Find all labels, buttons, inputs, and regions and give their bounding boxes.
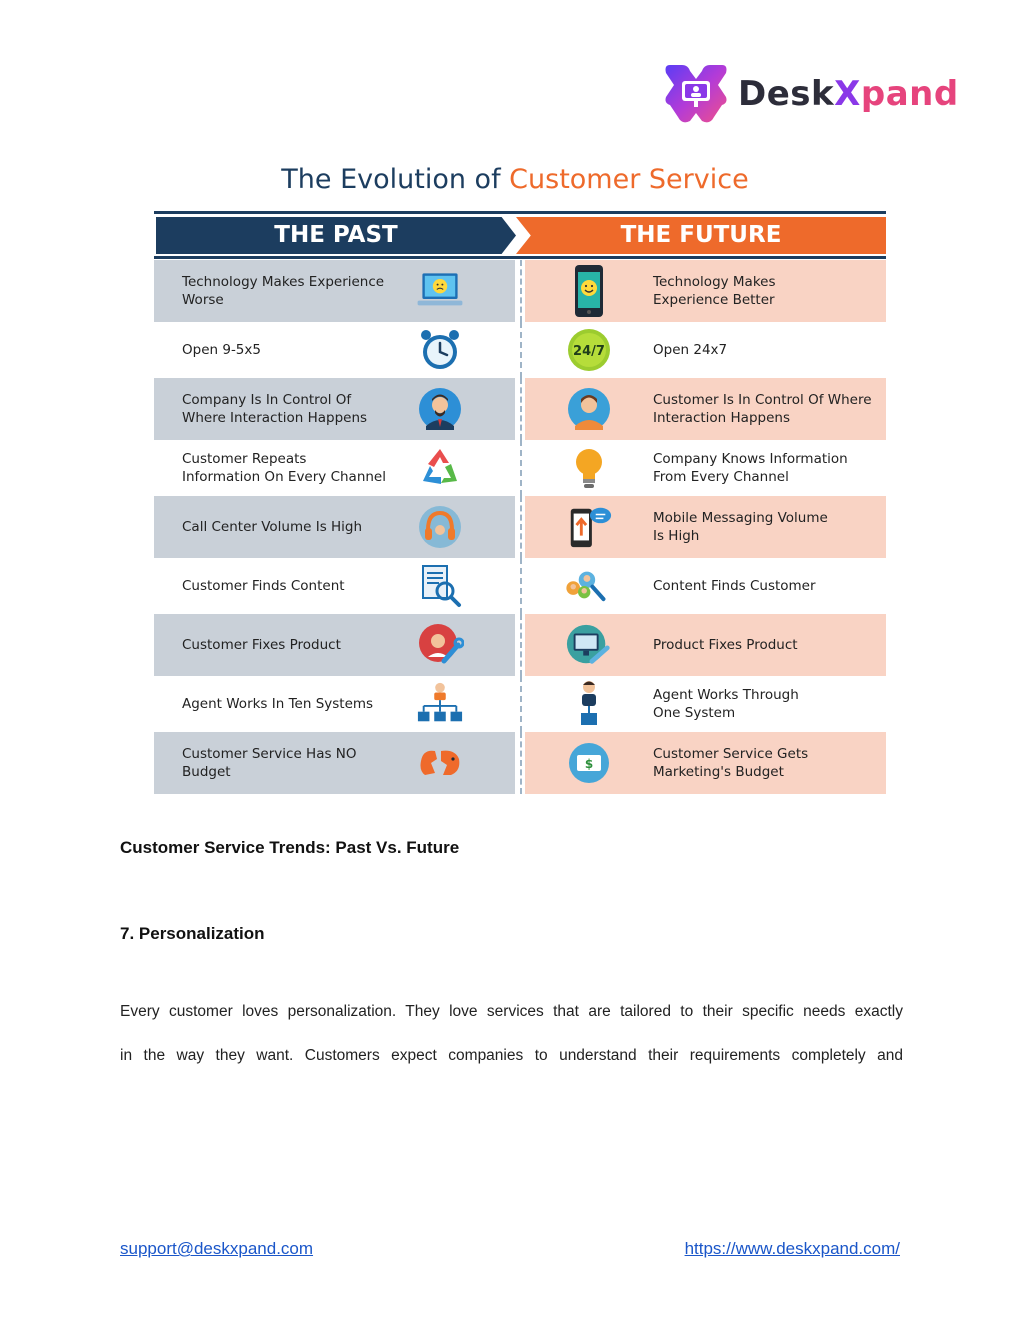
future-label: Technology Makes Experience Better	[653, 274, 776, 308]
comparison-row: Company Is In Control Of Where Interacti…	[154, 378, 886, 440]
document-search-icon	[416, 562, 464, 610]
comparison-row: Open 9-5x5 24/7 Open 24x7	[154, 322, 886, 378]
column-divider	[520, 558, 522, 614]
support-email-link[interactable]: support@deskxpand.com	[120, 1239, 314, 1258]
column-divider	[520, 322, 522, 378]
past-label: Agent Works In Ten Systems	[182, 696, 374, 712]
past-cell: Agent Works In Ten Systems	[154, 676, 515, 732]
future-cell: Product Fixes Product	[525, 614, 886, 676]
future-cell: $ Customer Service Gets Marketing's Budge…	[525, 732, 886, 794]
future-cell: Company Knows Information From Every Cha…	[525, 440, 886, 496]
past-header: THE PAST	[156, 217, 516, 254]
future-label: Content Finds Customer	[653, 578, 816, 594]
future-cell: Customer Is In Control Of Where Interact…	[525, 378, 886, 440]
customer-avatar-icon	[565, 385, 613, 433]
mobile-chat-icon	[565, 503, 613, 551]
column-divider	[520, 260, 522, 322]
infographic-title: The Evolution of Customer Service	[281, 164, 749, 195]
paragraph-line: in the way they want. Customers expect c…	[120, 1047, 903, 1064]
businessman-icon	[416, 385, 464, 433]
broken-piggy-icon	[416, 739, 464, 787]
header-rule-top	[154, 211, 886, 214]
comparison-row: Call Center Volume Is High Mobile Messagi…	[154, 496, 886, 558]
happy-phone-icon	[565, 265, 613, 317]
comparison-row: Customer Service Has NO Budget $ Customer …	[154, 732, 886, 794]
past-label: Customer Fixes Product	[182, 637, 341, 653]
future-label: Open 24x7	[653, 342, 728, 358]
alarm-clock-icon	[416, 326, 464, 374]
website-link[interactable]: https://www.deskxpand.com/	[684, 1239, 900, 1258]
comparison-row: Technology Makes Experience Worse Technol…	[154, 260, 886, 322]
person-wrench-icon	[416, 621, 464, 669]
past-label: Call Center Volume Is High	[182, 519, 363, 535]
column-divider	[520, 614, 522, 676]
column-divider	[520, 676, 522, 732]
past-cell: Technology Makes Experience Worse	[154, 260, 515, 322]
deskxpand-logo: DeskXpand	[664, 60, 959, 128]
past-cell: Call Center Volume Is High	[154, 496, 515, 558]
figure-caption: Customer Service Trends: Past Vs. Future	[120, 838, 460, 857]
comparison-row: Customer Finds Content Content Finds Cust…	[154, 558, 886, 614]
paragraph-line: Every customer loves personalization. Th…	[120, 1003, 903, 1020]
column-divider	[520, 496, 522, 558]
hierarchy-icon	[416, 680, 464, 728]
past-label: Open 9-5x5	[182, 342, 261, 358]
future-cell: Content Finds Customer	[525, 558, 886, 614]
future-label: Customer Is In Control Of Where Interact…	[653, 392, 872, 426]
past-cell: Customer Finds Content	[154, 558, 515, 614]
comparison-row: Customer Fixes Product Product Fixes Prod…	[154, 614, 886, 676]
future-cell: Technology Makes Experience Better	[525, 260, 886, 322]
column-divider	[520, 440, 522, 496]
comparison-row: Customer Repeats Information On Every Ch…	[154, 440, 886, 496]
past-label: Customer Service Has NO Budget	[182, 746, 357, 780]
past-label: Customer Finds Content	[182, 578, 345, 594]
column-divider	[520, 378, 522, 440]
deskxpand-logo-icon	[665, 65, 727, 123]
headset-icon	[416, 503, 464, 551]
future-label: Company Knows Information From Every Cha…	[653, 451, 848, 485]
future-label: Product Fixes Product	[653, 637, 798, 653]
past-cell: Customer Fixes Product	[154, 614, 515, 676]
past-cell: Customer Repeats Information On Every Ch…	[154, 440, 515, 496]
money-icon: $	[565, 739, 613, 787]
future-label: Customer Service Gets Marketing's Budget	[653, 746, 809, 780]
past-cell: Company Is In Control Of Where Interacti…	[154, 378, 515, 440]
future-header: THE FUTURE	[516, 217, 886, 254]
future-label: Agent Works Through One System	[653, 687, 799, 721]
section-heading: 7. Personalization	[120, 924, 265, 943]
svg-text:$: $	[585, 757, 593, 771]
monitor-wrench-icon	[565, 621, 613, 669]
sad-laptop-icon	[416, 267, 464, 315]
comparison-row: Agent Works In Ten Systems Agent Works Th…	[154, 676, 886, 732]
header-rule-bottom	[154, 256, 886, 259]
deskxpand-wordmark: DeskXpand	[738, 74, 959, 114]
evolution-infographic: The Evolution of Customer Service THE PA…	[122, 160, 908, 800]
past-label: Company Is In Control Of Where Interacti…	[182, 392, 368, 426]
lightbulb-icon	[565, 444, 613, 492]
badge-24-7-icon: 24/7	[565, 326, 613, 374]
column-divider	[520, 732, 522, 794]
past-label: Customer Repeats Information On Every Ch…	[182, 451, 386, 485]
recycle-icon	[416, 444, 464, 492]
body-paragraph: Every customer loves personalization. Th…	[120, 990, 903, 1078]
future-cell: 24/7 Open 24x7	[525, 322, 886, 378]
past-label: Technology Makes Experience Worse	[182, 274, 385, 308]
future-label: Mobile Messaging Volume Is High	[653, 510, 828, 544]
future-cell: Mobile Messaging Volume Is High	[525, 496, 886, 558]
future-cell: Agent Works Through One System	[525, 676, 886, 732]
svg-text:24/7: 24/7	[573, 344, 605, 359]
single-agent-icon	[565, 680, 613, 728]
past-cell: Customer Service Has NO Budget	[154, 732, 515, 794]
past-cell: Open 9-5x5	[154, 322, 515, 378]
people-search-icon	[565, 562, 613, 610]
